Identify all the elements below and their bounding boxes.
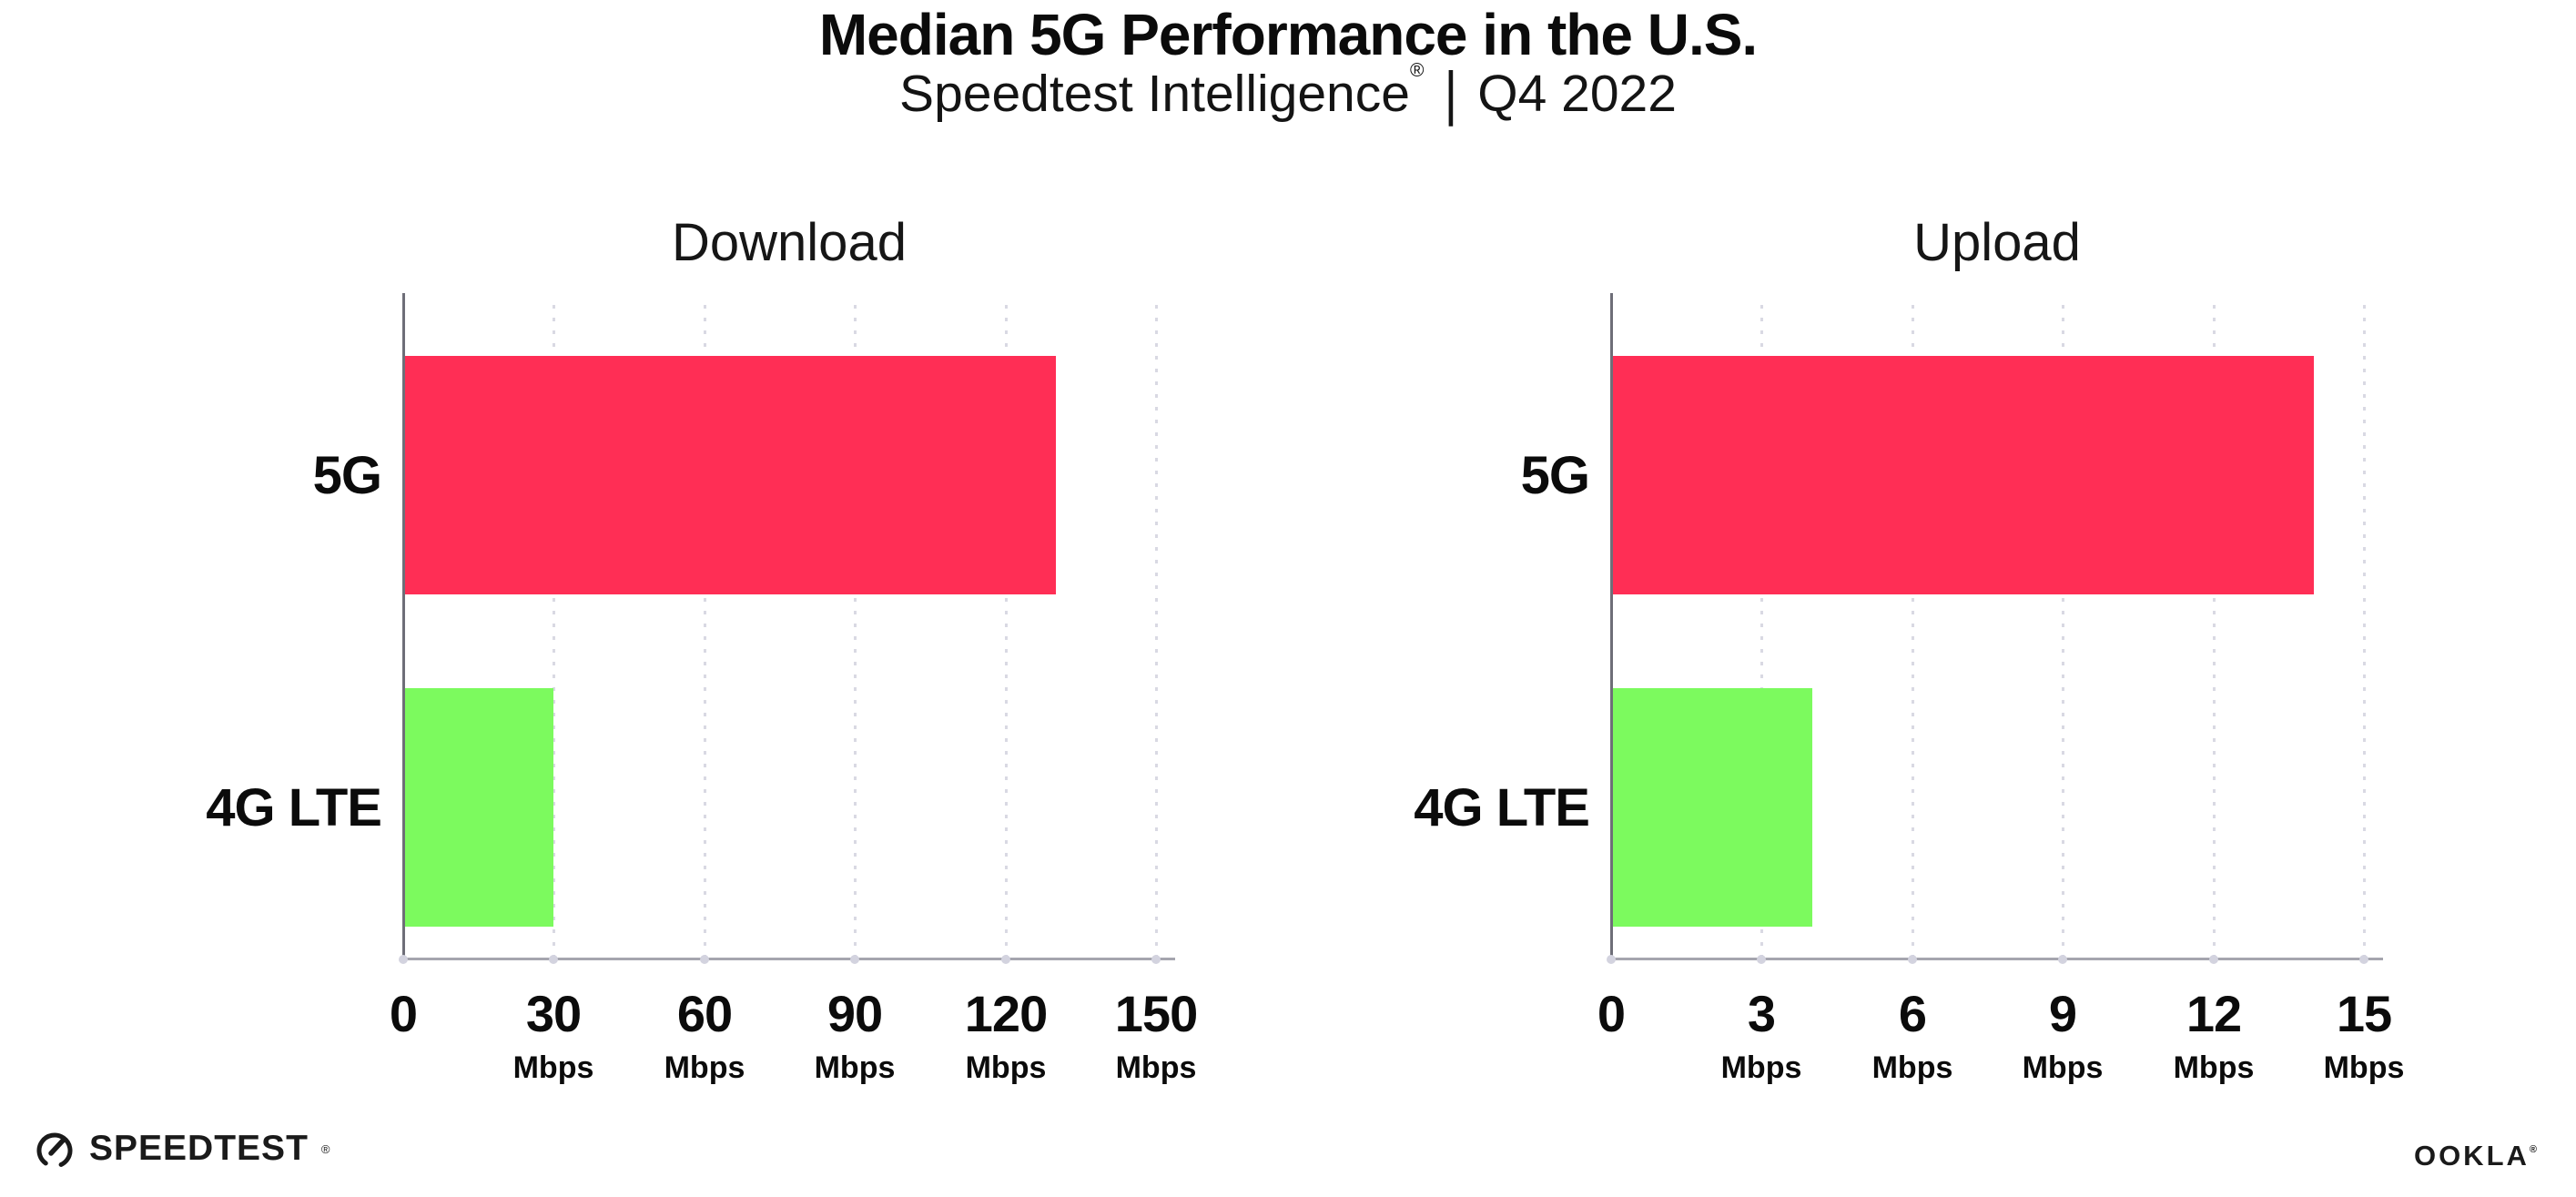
gridline bbox=[1760, 305, 1763, 958]
tick-dot bbox=[1001, 955, 1010, 964]
tick-dot bbox=[700, 955, 709, 964]
tick-unit-label: Mbps bbox=[1871, 1050, 1953, 1085]
axis-tick: 15 Mbps bbox=[2300, 985, 2428, 1085]
chart-title-download: Download bbox=[672, 213, 907, 272]
axis-tick: 3 Mbps bbox=[1698, 985, 1825, 1085]
tick-label: 6 bbox=[1898, 985, 1927, 1042]
gridline bbox=[1005, 305, 1008, 958]
category-label-5g: 5G bbox=[312, 445, 382, 505]
axis-tick: 120 Mbps bbox=[942, 985, 1070, 1085]
tick-unit-label: Mbps bbox=[2323, 1050, 2405, 1085]
gridline bbox=[1912, 305, 1914, 958]
subtitle: Speedtest Intelligence® | Q4 2022 bbox=[0, 60, 2576, 127]
axis-tick: 0 bbox=[1547, 985, 1675, 1052]
speedtest-logo: SPEEDTEST ® bbox=[33, 1127, 330, 1171]
subtitle-divider: | bbox=[1444, 60, 1458, 127]
tick-dot bbox=[1607, 955, 1616, 964]
gridline bbox=[2062, 305, 2064, 958]
subtitle-product: Speedtest Intelligence bbox=[899, 65, 1410, 123]
speedtest-gauge-icon bbox=[36, 1132, 73, 1169]
tick-unit-label: Mbps bbox=[512, 1050, 594, 1085]
tick-dot bbox=[1151, 955, 1161, 964]
ookla-logo: OOKLA® bbox=[2414, 1140, 2540, 1172]
axis-tick: 150 Mbps bbox=[1092, 985, 1220, 1085]
tick-label: 120 bbox=[964, 985, 1048, 1042]
tick-label: 9 bbox=[2048, 985, 2077, 1042]
bar-5g-upload bbox=[1611, 356, 2314, 594]
tick-unit-label: Mbps bbox=[2022, 1050, 2104, 1085]
gridline bbox=[854, 305, 857, 958]
tick-label: 150 bbox=[1114, 985, 1198, 1042]
tick-label: 0 bbox=[1597, 985, 1626, 1042]
tick-unit-label: Mbps bbox=[1115, 1050, 1197, 1085]
tick-label: 60 bbox=[676, 985, 733, 1042]
gridline bbox=[2363, 305, 2366, 958]
ookla-trademark-icon: ® bbox=[2529, 1144, 2540, 1155]
bar-4g-lte-upload bbox=[1611, 688, 1812, 927]
tick-unit-label: Mbps bbox=[814, 1050, 896, 1085]
tick-dot bbox=[850, 955, 859, 964]
subtitle-period: Q4 2022 bbox=[1477, 65, 1677, 123]
bar-5g-download bbox=[403, 356, 1056, 594]
ookla-wordmark: OOKLA bbox=[2413, 1140, 2530, 1172]
speedtest-trademark-icon: ® bbox=[320, 1141, 330, 1156]
axis-tick: 90 Mbps bbox=[791, 985, 918, 1085]
tick-dot bbox=[2058, 955, 2067, 964]
gridline bbox=[2213, 305, 2216, 958]
axis-tick: 30 Mbps bbox=[490, 985, 617, 1085]
tick-dot bbox=[399, 955, 408, 964]
y-axis-line bbox=[1610, 293, 1613, 959]
chart-title-upload: Upload bbox=[1913, 213, 2081, 272]
tick-label: 12 bbox=[2186, 985, 2242, 1042]
bar-4g-lte-download bbox=[403, 688, 553, 927]
category-label-5g: 5G bbox=[1520, 445, 1590, 505]
y-axis-line bbox=[402, 293, 405, 959]
speedtest-wordmark: SPEEDTEST bbox=[89, 1129, 309, 1168]
tick-unit-label: Mbps bbox=[2173, 1050, 2255, 1085]
tick-label: 90 bbox=[827, 985, 883, 1042]
tick-dot bbox=[549, 955, 558, 964]
upload-chart: Upload 5G 4G LTE 0 3 Mbps 6 Mbps 9 bbox=[1414, 217, 2404, 1083]
x-axis-line bbox=[402, 958, 1175, 960]
tick-dot bbox=[1908, 955, 1917, 964]
tick-label: 30 bbox=[525, 985, 582, 1042]
gridline bbox=[704, 305, 706, 958]
tick-dot bbox=[1757, 955, 1766, 964]
registered-trademark-icon: ® bbox=[1409, 60, 1425, 81]
tick-label: 15 bbox=[2336, 985, 2392, 1042]
axis-tick: 9 Mbps bbox=[1999, 985, 2126, 1085]
tick-unit-label: Mbps bbox=[965, 1050, 1047, 1085]
category-label-4g-lte: 4G LTE bbox=[206, 777, 382, 837]
page-title: Median 5G Performance in the U.S. bbox=[818, 2, 1758, 67]
tick-unit-label: Mbps bbox=[664, 1050, 745, 1085]
axis-tick: 12 Mbps bbox=[2150, 985, 2277, 1085]
gridline bbox=[1155, 305, 1158, 958]
tick-dot bbox=[2359, 955, 2368, 964]
category-label-4g-lte: 4G LTE bbox=[1414, 777, 1590, 837]
axis-tick: 0 bbox=[340, 985, 467, 1052]
tick-dot bbox=[2209, 955, 2218, 964]
tick-unit-label: Mbps bbox=[1720, 1050, 1802, 1085]
axis-tick: 60 Mbps bbox=[641, 985, 768, 1085]
tick-label: 0 bbox=[389, 985, 418, 1042]
download-chart: Download 5G 4G LTE 0 30 Mbps 60 Mbps bbox=[206, 217, 1198, 1083]
gridline bbox=[553, 305, 555, 958]
x-axis-line bbox=[1610, 958, 2383, 960]
tick-label: 3 bbox=[1747, 985, 1776, 1042]
axis-tick: 6 Mbps bbox=[1849, 985, 1976, 1085]
